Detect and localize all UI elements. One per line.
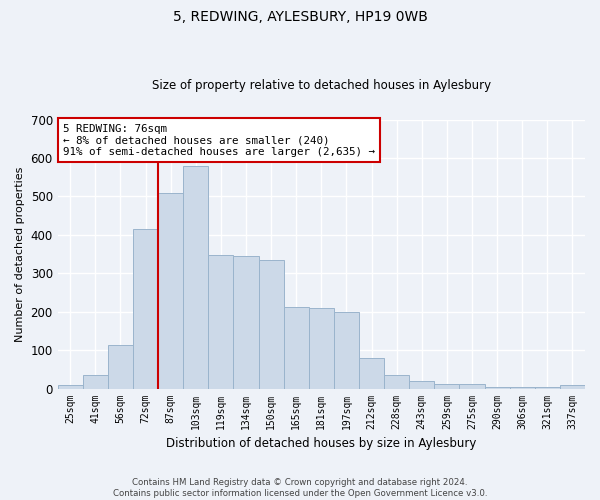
X-axis label: Distribution of detached houses by size in Aylesbury: Distribution of detached houses by size … bbox=[166, 437, 476, 450]
Bar bbox=[208, 255, 233, 388]
Bar bbox=[233, 256, 259, 388]
Text: Contains HM Land Registry data © Crown copyright and database right 2024.
Contai: Contains HM Land Registry data © Crown c… bbox=[113, 478, 487, 498]
Bar bbox=[560, 386, 585, 388]
Bar bbox=[284, 307, 309, 388]
Text: 5, REDWING, AYLESBURY, HP19 0WB: 5, REDWING, AYLESBURY, HP19 0WB bbox=[173, 10, 427, 24]
Bar bbox=[535, 387, 560, 388]
Y-axis label: Number of detached properties: Number of detached properties bbox=[15, 166, 25, 342]
Bar bbox=[259, 260, 284, 388]
Title: Size of property relative to detached houses in Aylesbury: Size of property relative to detached ho… bbox=[152, 79, 491, 92]
Bar bbox=[409, 381, 434, 388]
Bar bbox=[309, 308, 334, 388]
Bar bbox=[133, 229, 158, 388]
Bar bbox=[485, 386, 509, 388]
Bar bbox=[58, 384, 83, 388]
Bar bbox=[509, 386, 535, 388]
Bar bbox=[83, 375, 108, 388]
Bar bbox=[460, 384, 485, 388]
Bar bbox=[384, 375, 409, 388]
Bar bbox=[334, 312, 359, 388]
Bar bbox=[434, 384, 460, 388]
Bar bbox=[158, 192, 183, 388]
Bar bbox=[108, 345, 133, 389]
Text: 5 REDWING: 76sqm
← 8% of detached houses are smaller (240)
91% of semi-detached : 5 REDWING: 76sqm ← 8% of detached houses… bbox=[63, 124, 375, 157]
Bar bbox=[183, 166, 208, 388]
Bar bbox=[359, 358, 384, 388]
